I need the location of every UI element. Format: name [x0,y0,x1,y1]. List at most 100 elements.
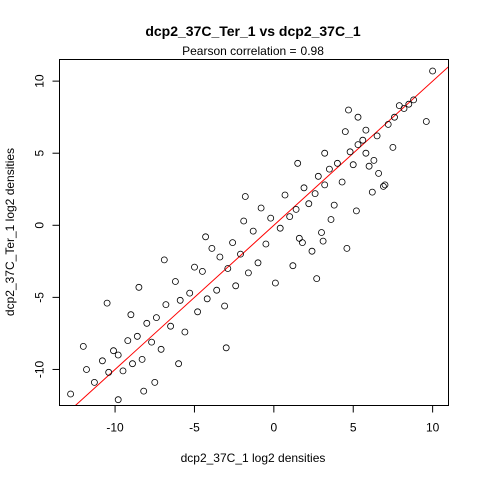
data-point [133,332,141,340]
data-point [110,347,117,355]
data-point [300,184,308,192]
data-point [114,351,122,359]
chart-title: dcp2_37C_Ter_1 vs dcp2_37C_1 [145,23,361,39]
data-point [194,308,202,316]
data-point [327,216,335,223]
data-point [244,269,252,277]
x-tick-label: 5 [350,421,357,435]
data-point [370,156,378,164]
data-point [135,283,143,291]
y-tick-label: -5 [33,292,47,303]
data-point [345,106,352,114]
data-point [222,344,230,352]
data-point [313,275,321,283]
data-point [191,263,198,271]
data-point [368,188,376,196]
fit-line-layer [74,66,449,406]
data-point [289,262,297,270]
data-point [148,338,156,346]
data-point [262,240,270,248]
plot-frame [59,59,449,406]
data-point [379,182,387,190]
y-tick-label: -10 [33,360,47,378]
data-point [352,207,360,215]
data-point [305,200,313,208]
data-point [114,396,122,404]
data-point [176,296,184,304]
data-point [308,247,316,255]
data-point [349,161,357,169]
data-point [314,172,322,180]
data-point [67,390,74,398]
x-axis: -10 -5 0 5 10 [106,405,440,435]
data-point [318,229,325,236]
data-point [381,181,389,189]
data-point [330,201,338,209]
data-point [254,259,262,267]
data-point [422,118,430,125]
data-point [294,159,302,167]
data-point [281,191,289,199]
data-point [292,205,300,213]
data-point [143,319,151,327]
data-point [105,368,113,376]
data-point [384,121,392,128]
data-point [127,311,135,319]
data-point [271,279,279,287]
points-layer [67,67,437,404]
data-point [119,367,127,375]
y-tick-label: 0 [33,222,47,229]
data-point [213,286,221,294]
data-point [354,113,362,121]
data-point [319,237,327,245]
data-point [343,244,351,252]
y-tick-label: 5 [33,150,47,157]
data-point [208,244,216,252]
data-point [375,169,383,177]
x-axis-label: dcp2_37C_1 log2 densities [181,451,326,465]
data-point [276,224,284,232]
data-point [354,141,362,149]
data-point [362,126,370,134]
data-point [99,357,106,365]
data-point [321,181,329,189]
data-point [124,337,132,345]
data-point [216,253,224,261]
data-point [186,289,194,297]
data-point [257,204,265,212]
data-point [203,295,211,303]
data-point [338,178,346,186]
chart-subtitle: Pearson correlation = 0.98 [182,44,324,58]
data-point [391,113,398,121]
x-tick-label: -10 [106,421,124,435]
data-point [181,328,189,336]
data-point [429,67,437,75]
data-point [175,360,183,368]
x-tick-label: 10 [426,421,440,435]
data-point [365,162,373,170]
data-point [298,239,306,247]
data-point [138,355,146,363]
data-point [160,256,168,264]
data-point [157,345,165,353]
data-point [341,128,349,136]
data-point [140,387,148,395]
data-point [103,299,111,307]
data-point [286,213,294,221]
data-point [325,165,333,173]
data-point [333,159,341,167]
data-point [91,378,98,386]
data-point [295,234,303,242]
data-point [240,217,248,225]
data-point [167,322,175,330]
data-point [395,102,403,109]
y-tick-label: 10 [33,74,47,88]
data-point [232,282,240,290]
data-point [359,136,367,144]
data-point [405,100,413,108]
regression-line [74,66,449,406]
data-point [346,148,354,156]
data-point [152,314,160,322]
data-point [79,342,87,350]
